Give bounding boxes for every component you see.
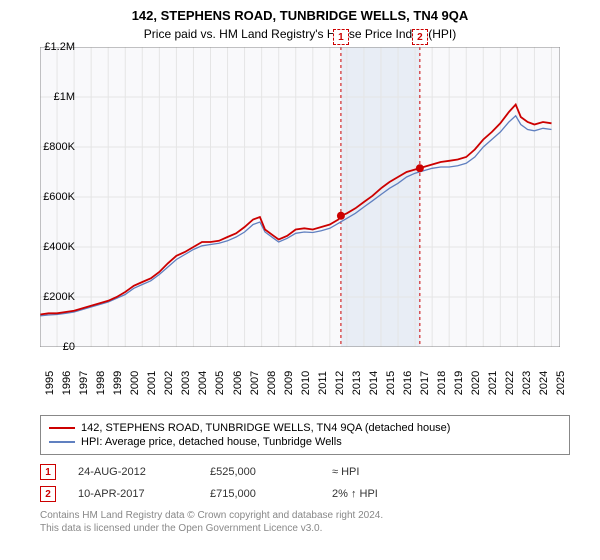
x-axis-label: 1998 xyxy=(95,371,107,395)
event-row: 1 24-AUG-2012 £525,000 ≈ HPI xyxy=(40,461,570,483)
x-axis-label: 2008 xyxy=(266,371,278,395)
y-axis-label: £600K xyxy=(43,191,75,203)
x-axis-label: 2023 xyxy=(521,371,533,395)
event-date: 24-AUG-2012 xyxy=(78,466,188,478)
chart-plot-area: £0£200K£400K£600K£800K£1M£1.2M 199519961… xyxy=(40,47,600,377)
y-axis-label: £1.2M xyxy=(44,41,75,53)
chart-title: 142, STEPHENS ROAD, TUNBRIDGE WELLS, TN4… xyxy=(0,0,600,23)
x-axis-label: 1999 xyxy=(112,371,124,395)
x-axis-label: 2014 xyxy=(368,371,380,395)
x-axis-label: 2015 xyxy=(385,371,397,395)
x-axis-label: 2009 xyxy=(283,371,295,395)
legend-label: 142, STEPHENS ROAD, TUNBRIDGE WELLS, TN4… xyxy=(81,422,450,434)
events-table: 1 24-AUG-2012 £525,000 ≈ HPI 2 10-APR-2017 £71… xyxy=(40,461,570,505)
x-axis-label: 2011 xyxy=(317,371,329,395)
x-axis-label: 2025 xyxy=(555,371,567,395)
x-axis-label: 2018 xyxy=(436,371,448,395)
event-date: 10-APR-2017 xyxy=(78,488,188,500)
event-row: 2 10-APR-2017 £715,000 2% ↑ HPI xyxy=(40,483,570,505)
x-axis-label: 2006 xyxy=(232,371,244,395)
event-marker: 1 xyxy=(333,29,349,45)
x-axis-label: 2022 xyxy=(504,371,516,395)
event-price: £715,000 xyxy=(210,488,310,500)
x-axis-label: 2020 xyxy=(470,371,482,395)
y-axis-label: £1M xyxy=(54,91,75,103)
x-axis-label: 2002 xyxy=(163,371,175,395)
chart-subtitle: Price paid vs. HM Land Registry's House … xyxy=(0,23,600,47)
x-axis-label: 2003 xyxy=(180,371,192,395)
x-axis-label: 1996 xyxy=(61,371,73,395)
x-axis-label: 2012 xyxy=(334,371,346,395)
footer-line: This data is licensed under the Open Gov… xyxy=(40,522,570,535)
legend-item: HPI: Average price, detached house, Tunb… xyxy=(49,435,561,449)
x-axis-label: 2005 xyxy=(214,371,226,395)
x-axis-label: 2017 xyxy=(419,371,431,395)
event-note: ≈ HPI xyxy=(332,466,359,478)
x-axis-label: 2024 xyxy=(538,371,550,395)
y-axis-label: £0 xyxy=(63,341,75,353)
chart-container: 142, STEPHENS ROAD, TUNBRIDGE WELLS, TN4… xyxy=(0,0,600,560)
x-axis-label: 2019 xyxy=(453,371,465,395)
legend-swatch xyxy=(49,441,75,443)
x-axis-label: 1995 xyxy=(44,371,56,395)
x-axis-label: 2013 xyxy=(351,371,363,395)
y-axis-label: £200K xyxy=(43,291,75,303)
footer-line: Contains HM Land Registry data © Crown c… xyxy=(40,509,570,522)
x-axis-label: 2010 xyxy=(300,371,312,395)
legend-label: HPI: Average price, detached house, Tunb… xyxy=(81,436,342,448)
x-axis-label: 2004 xyxy=(197,371,209,395)
x-axis-label: 1997 xyxy=(78,371,90,395)
x-axis-label: 2007 xyxy=(249,371,261,395)
y-axis-label: £400K xyxy=(43,241,75,253)
event-number-box: 1 xyxy=(40,464,56,480)
chart-svg xyxy=(40,47,560,347)
event-price: £525,000 xyxy=(210,466,310,478)
x-axis-label: 2016 xyxy=(402,371,414,395)
x-axis-label: 2001 xyxy=(146,371,158,395)
legend-swatch xyxy=(49,427,75,429)
x-axis-label: 2021 xyxy=(487,371,499,395)
legend-box: 142, STEPHENS ROAD, TUNBRIDGE WELLS, TN4… xyxy=(40,415,570,455)
event-number-box: 2 xyxy=(40,486,56,502)
legend-item: 142, STEPHENS ROAD, TUNBRIDGE WELLS, TN4… xyxy=(49,421,561,435)
x-axis-label: 2000 xyxy=(129,371,141,395)
event-note: 2% ↑ HPI xyxy=(332,488,378,500)
event-marker: 2 xyxy=(412,29,428,45)
footer-attribution: Contains HM Land Registry data © Crown c… xyxy=(40,509,570,535)
y-axis-label: £800K xyxy=(43,141,75,153)
